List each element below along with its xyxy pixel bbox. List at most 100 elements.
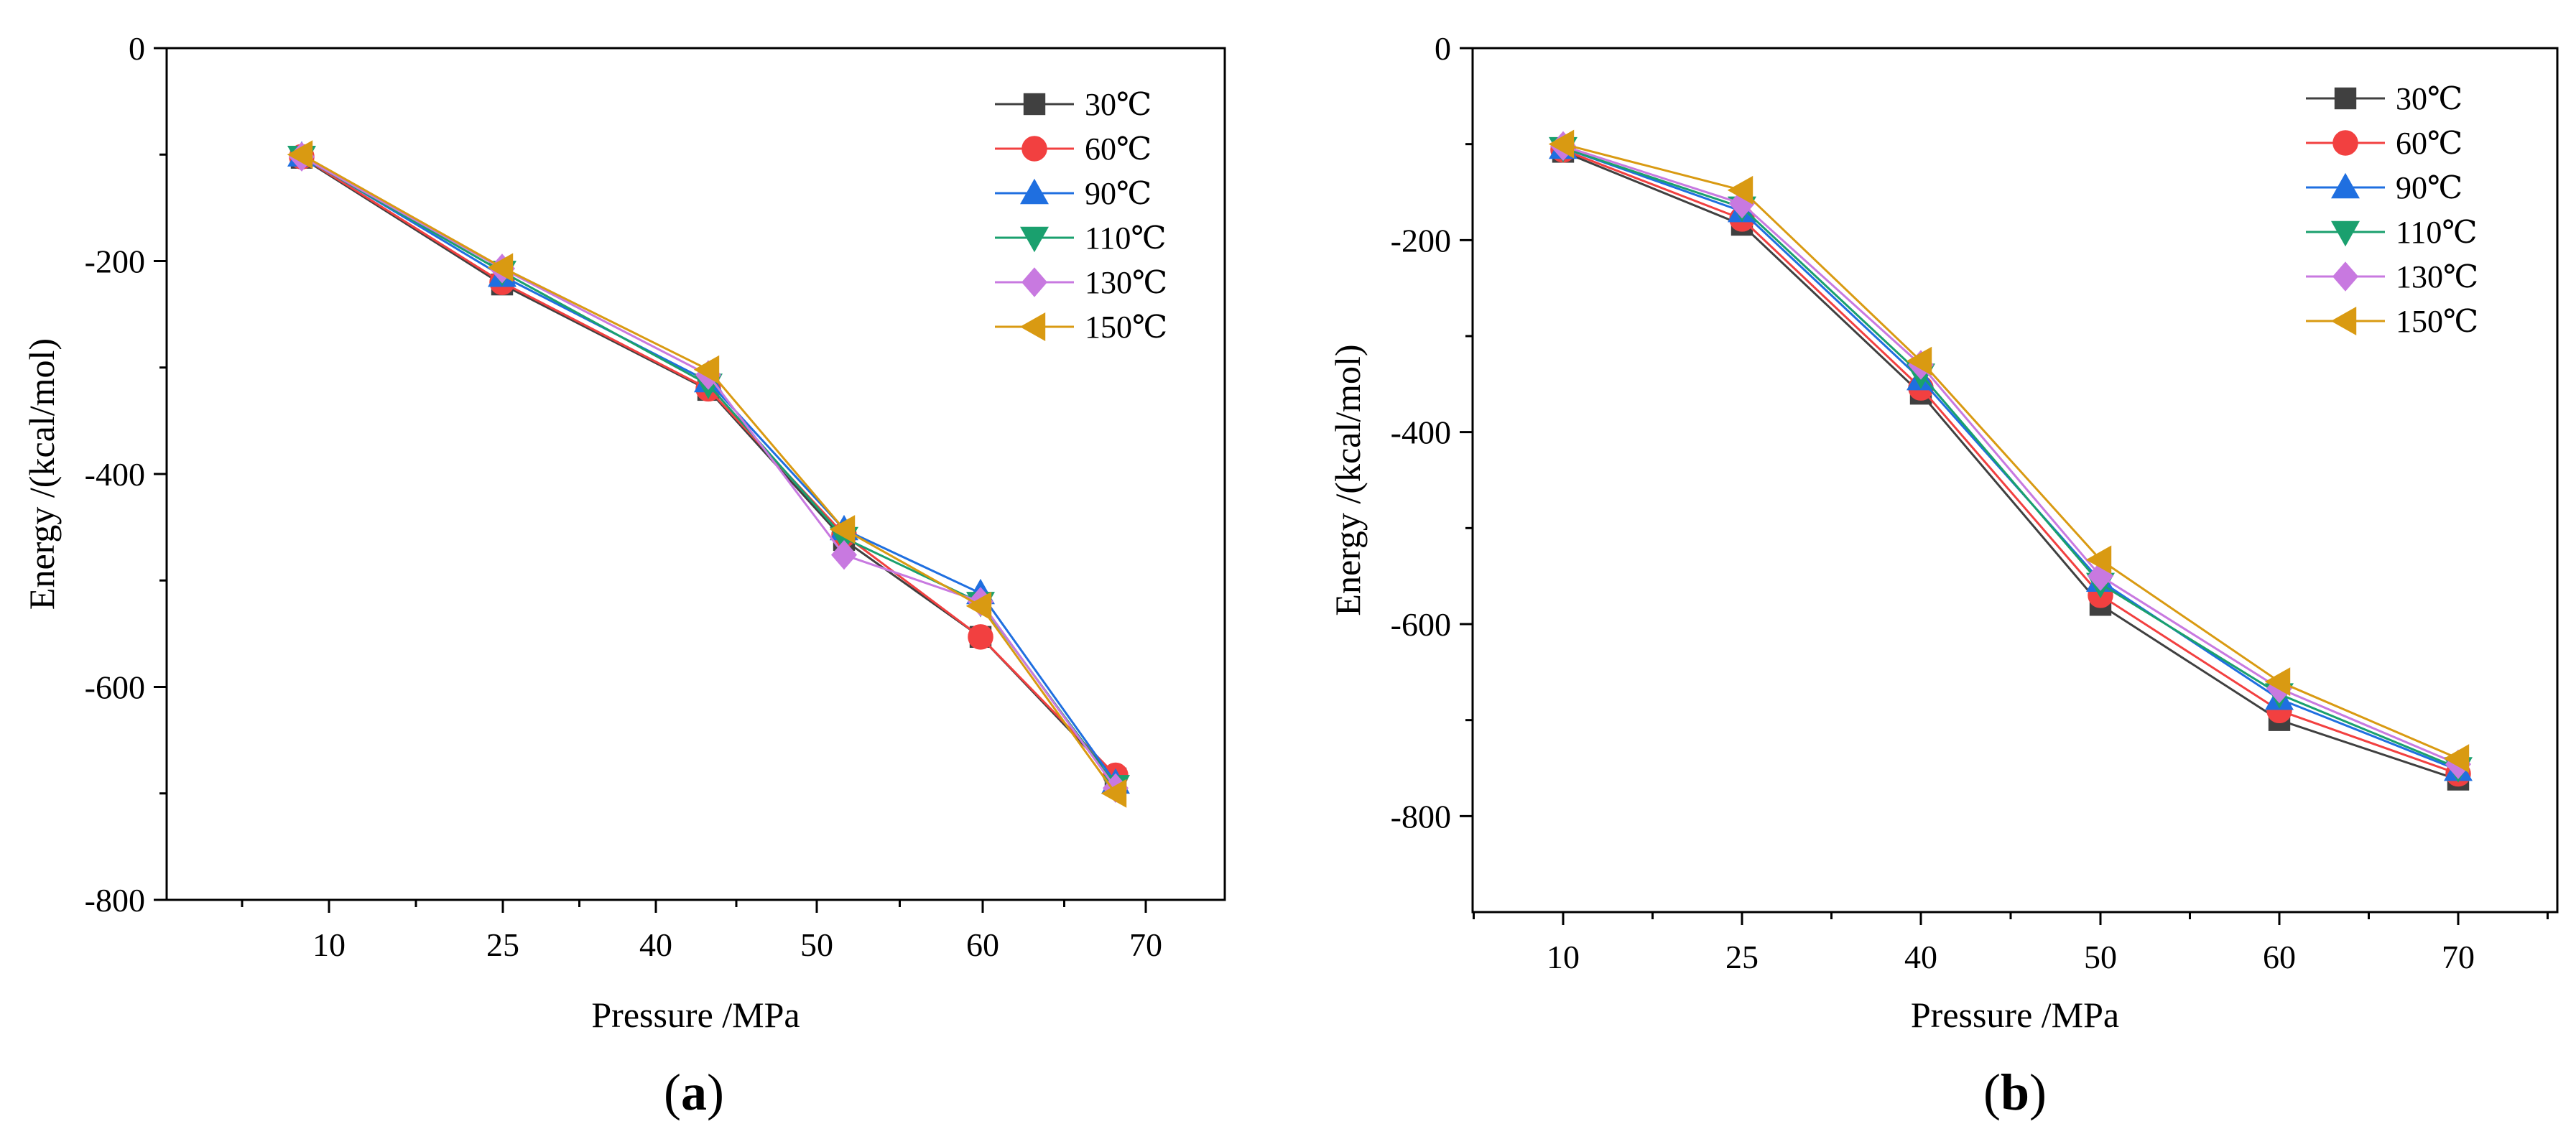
series-5 <box>287 140 1127 808</box>
y-tick-label: -800 <box>1391 798 1451 835</box>
legend-item: 60℃ <box>2306 126 2463 161</box>
x-tick-label: 40 <box>1904 939 1937 975</box>
legend-marker <box>1021 136 1047 162</box>
panel-a: 0 -200 -400 -600 -800 10 25 40 50 60 70 Pressure /M… <box>22 30 1226 1121</box>
data-point <box>965 591 992 621</box>
legend-marker <box>1020 178 1049 205</box>
series-4 <box>1550 131 2471 779</box>
legend-marker <box>2331 220 2360 247</box>
legend-label: 60℃ <box>2396 126 2463 161</box>
legend-item: 110℃ <box>995 220 1167 256</box>
plot-frame <box>165 47 1226 901</box>
data-point <box>287 140 313 169</box>
series-line <box>1562 147 2459 769</box>
legend-label: 30℃ <box>1085 87 1152 122</box>
legend: 30℃ 60℃ 90℃ 110℃ 130℃ 150℃ <box>995 87 1167 345</box>
legend-label: 90℃ <box>2396 170 2463 205</box>
legend-label: 150℃ <box>1085 310 1167 345</box>
legend-marker <box>1023 93 1046 116</box>
legend-marker <box>1019 312 1046 341</box>
legend-item: 130℃ <box>2306 259 2478 294</box>
data-point <box>2085 545 2112 575</box>
x-tick-label: 10 <box>1547 939 1580 975</box>
legend-label: 90℃ <box>1085 176 1152 211</box>
series-2 <box>287 141 1130 794</box>
x-tick-label: 50 <box>800 926 833 963</box>
data-point <box>693 355 720 384</box>
x-tick-label: 60 <box>2263 939 2296 975</box>
panel-b: 0 -200 -400 -600 -800 10 25 40 50 60 70 Pressure /M… <box>1328 30 2559 1121</box>
legend-item: 130℃ <box>995 265 1167 300</box>
legend-item: 90℃ <box>2306 170 2463 205</box>
x-tick-label: 70 <box>1129 926 1162 963</box>
y-tick-label: -400 <box>85 456 145 493</box>
panel-label: (a) <box>664 1064 724 1121</box>
series-line <box>1562 143 2459 760</box>
legend-item: 30℃ <box>2306 81 2463 116</box>
data-point <box>1906 346 1932 376</box>
y-tick-label: 0 <box>1435 30 1451 67</box>
y-tick-label: -400 <box>1391 414 1451 451</box>
legend-label: 130℃ <box>1085 265 1167 300</box>
series-0 <box>290 147 1127 790</box>
series-3 <box>287 146 1130 801</box>
data-point <box>2264 667 2291 697</box>
data-point <box>1101 779 1127 808</box>
data-point <box>1548 129 1575 159</box>
data-point <box>829 515 856 544</box>
legend-marker <box>2331 172 2360 199</box>
series-line <box>301 155 1117 776</box>
y-tick-label: 0 <box>129 30 145 67</box>
data-point <box>968 624 993 650</box>
legend-item: 110℃ <box>2306 215 2478 250</box>
legend-marker <box>2332 261 2358 292</box>
y-tick-label: -200 <box>1391 222 1451 259</box>
x-tick-label: 25 <box>486 926 519 963</box>
legend-item: 150℃ <box>995 310 1167 345</box>
x-tick-label: 40 <box>639 926 672 963</box>
series-5 <box>1548 129 2470 773</box>
y-tick-label: -600 <box>1391 606 1451 643</box>
x-tick-label: 25 <box>1725 939 1759 975</box>
legend-item: 90℃ <box>995 176 1152 211</box>
data-point <box>487 253 514 282</box>
legend-label: 30℃ <box>2396 81 2463 116</box>
series-1 <box>289 144 1129 789</box>
data-point <box>1727 175 1753 205</box>
legend-marker <box>1020 226 1049 253</box>
legend-item: 30℃ <box>995 87 1152 122</box>
series-line <box>301 157 1117 780</box>
x-tick-label: 50 <box>2084 939 2117 975</box>
y-tick-label: -800 <box>85 882 145 919</box>
data-point <box>2443 744 2470 773</box>
series-line <box>301 154 1117 784</box>
legend: 30℃ 60℃ 90℃ 110℃ 130℃ 150℃ <box>2306 81 2478 339</box>
series-line <box>1562 149 2459 775</box>
legend-item: 60℃ <box>995 131 1152 167</box>
x-tick-label: 10 <box>312 926 346 963</box>
series-0 <box>1552 141 2470 791</box>
legend-label: 150℃ <box>2396 304 2478 339</box>
series-line <box>301 155 1117 787</box>
legend-label: 110℃ <box>1085 220 1167 256</box>
x-tick-label: 60 <box>966 926 999 963</box>
legend-marker <box>2330 307 2357 335</box>
y-axis-title: Energy /(kcal/mol) <box>1328 344 1368 615</box>
legend-label: 130℃ <box>2396 259 2478 294</box>
series-line <box>301 153 1117 794</box>
legend-marker <box>2332 130 2358 156</box>
legend-label: 110℃ <box>2396 215 2478 250</box>
series-line <box>1562 144 2459 766</box>
legend-marker <box>2334 87 2357 110</box>
plot-frame <box>1471 47 2559 914</box>
legend-label: 60℃ <box>1085 131 1152 167</box>
y-tick-label: -200 <box>85 243 145 280</box>
y-tick-label: -600 <box>85 669 145 706</box>
panel-label: (b) <box>1983 1064 2047 1121</box>
series-line <box>301 155 1117 789</box>
data-point <box>831 539 857 570</box>
x-tick-label: 70 <box>2442 939 2475 975</box>
x-axis-title: Pressure /MPa <box>591 995 800 1035</box>
x-axis-title: Pressure /MPa <box>1911 995 2119 1035</box>
